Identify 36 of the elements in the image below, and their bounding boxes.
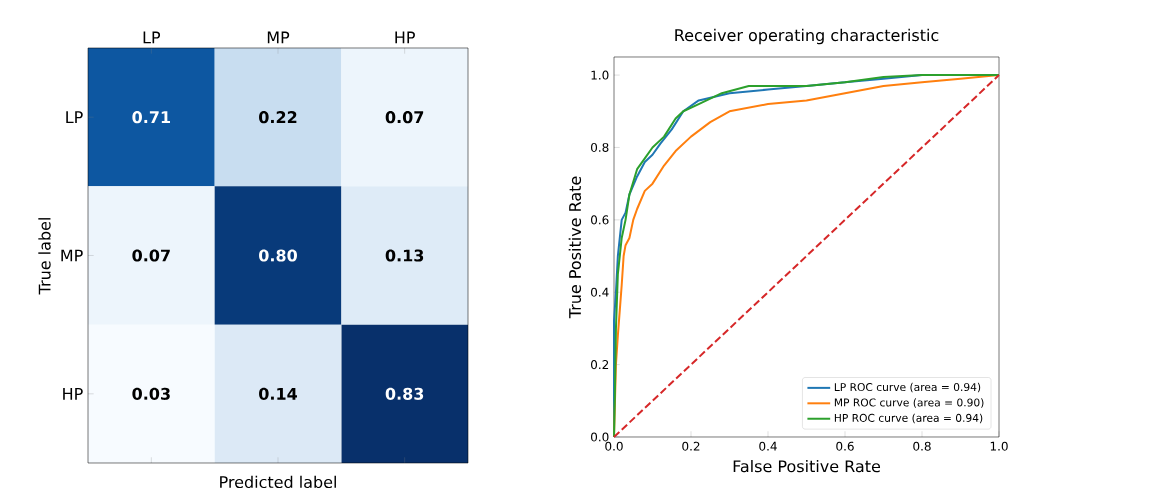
x-axis-title: False Positive Rate: [733, 459, 881, 473]
x-tick-label: 1.0: [990, 441, 1008, 451]
y-tick-label: HP: [63, 387, 83, 400]
y-tick-label: 0.6: [591, 215, 609, 225]
x-tick-label: 0.4: [759, 441, 777, 451]
data-label: 0.14: [259, 387, 298, 400]
x-tick-label: 0.2: [682, 441, 700, 451]
data-label: 0.71: [132, 111, 170, 124]
y-axis-title: True Positive Rate: [568, 176, 582, 319]
y-tick-label: 1.0: [591, 70, 609, 80]
x-tick-label: LP: [143, 31, 161, 44]
x-tick-label: 0.6: [836, 441, 854, 451]
data-label: 0.80: [259, 249, 297, 262]
y-tick-label: 0.8: [591, 142, 609, 152]
line-series: [613, 74, 1000, 438]
x-tick-label: 0.0: [605, 441, 623, 451]
data-label: 0.07: [385, 111, 424, 124]
data-label: 0.83: [385, 387, 424, 400]
chart-title: Receiver operating characteristic: [675, 28, 939, 45]
y-tick-label: MP: [61, 249, 83, 262]
y-tick-label: 0.0: [591, 432, 609, 442]
x-axis-title: Predicted label: [220, 475, 336, 489]
legend-label: MP ROC curve (area = 0.90): [834, 398, 984, 408]
data-label: 0.13: [385, 249, 424, 262]
data-label: 0.22: [259, 111, 297, 124]
data-label: 0.07: [132, 249, 170, 262]
x-tick-label: MP: [267, 31, 290, 44]
y-tick-label: LP: [66, 111, 83, 123]
legend-label: LP ROC curve (area = 0.94): [834, 382, 981, 393]
y-tick-label: 0.4: [591, 287, 609, 297]
x-tick-label: 0.8: [913, 441, 931, 451]
x-tick-label: HP: [395, 31, 415, 44]
y-axis-title: True label: [38, 218, 51, 295]
legend-label: HP ROC curve (area = 0.94): [834, 413, 983, 424]
data-label: 0.03: [132, 387, 170, 400]
y-tick-label: 0.2: [591, 360, 609, 370]
